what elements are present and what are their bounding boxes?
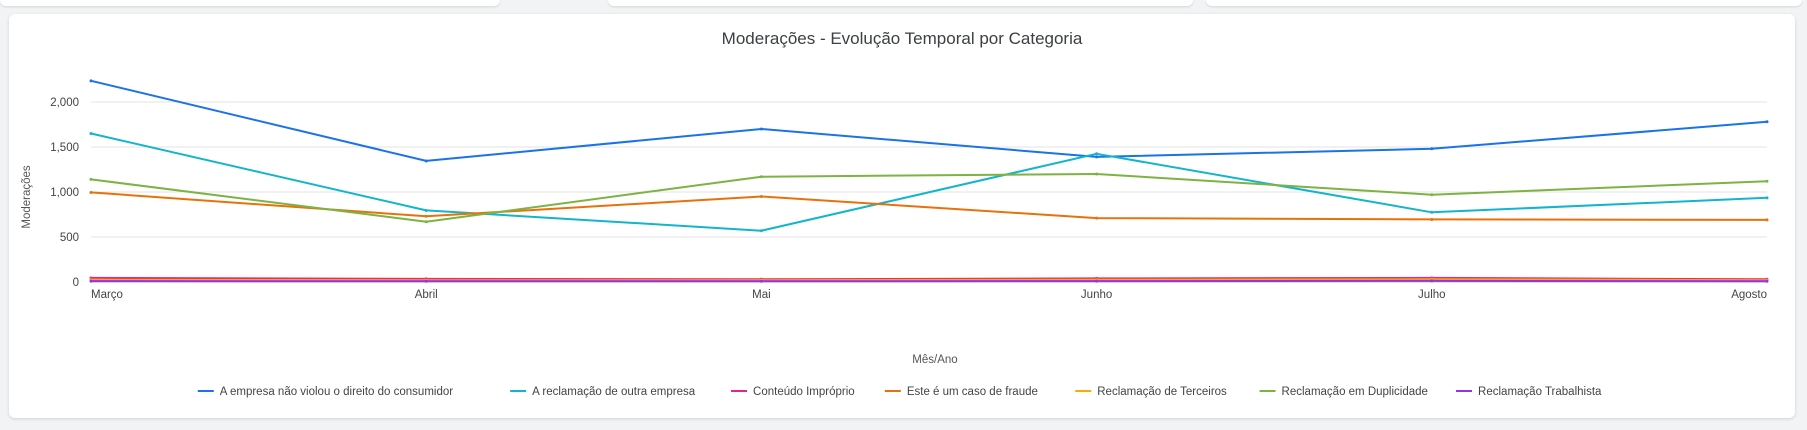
y-tick-label: 1,000: [50, 187, 79, 199]
series-line: [90, 173, 1768, 223]
legend-label: Reclamação de Terceiros: [1097, 386, 1227, 398]
series-layer: [89, 79, 1769, 283]
legend-item[interactable]: Reclamação em Duplicidade: [1259, 386, 1428, 398]
data-point: [89, 279, 93, 283]
data-point: [1095, 155, 1099, 159]
y-axis-label: Moderações: [21, 165, 33, 229]
data-point: [1430, 217, 1434, 221]
data-point: [759, 127, 763, 131]
chart-title: Moderações - Evolução Temporal por Categ…: [722, 29, 1083, 48]
y-tick-label: 0: [73, 277, 79, 289]
data-point: [1765, 179, 1769, 183]
data-point: [1095, 172, 1099, 176]
series-line: [90, 276, 1768, 281]
data-point: [424, 208, 428, 212]
data-point: [759, 229, 763, 233]
data-point: [424, 279, 428, 283]
x-tick-label: Julho: [1418, 289, 1446, 301]
legend-item[interactable]: A reclamação de outra empresa: [510, 386, 696, 398]
legend-item[interactable]: Conteúdo Impróprio: [731, 386, 855, 398]
data-point: [89, 79, 93, 83]
adjacent-panel-right: [1206, 0, 1802, 6]
series-line: [90, 132, 1768, 232]
x-axis: Março Abril Mai Junho Julho Agosto: [91, 289, 1767, 301]
legend: A empresa não violou o direito do consum…: [197, 386, 1602, 398]
x-tick-label: Agosto: [1731, 289, 1767, 301]
y-tick-label: 2,000: [50, 97, 79, 109]
data-point: [1765, 279, 1769, 283]
data-point: [1765, 218, 1769, 222]
data-point: [89, 190, 93, 194]
x-axis-label: Mês/Ano: [912, 354, 957, 366]
data-point: [1095, 279, 1099, 283]
data-point: [1095, 152, 1099, 156]
data-point: [1430, 193, 1434, 197]
line-chart: Moderações - Evolução Temporal por Categ…: [21, 29, 1769, 398]
legend-label: Conteúdo Impróprio: [753, 386, 855, 398]
chart-card: Moderações - Evolução Temporal por Categ…: [9, 14, 1795, 418]
adjacent-panel-middle: [608, 0, 1193, 6]
x-tick-label: Abril: [415, 289, 438, 301]
data-point: [89, 177, 93, 181]
data-point: [1765, 120, 1769, 124]
legend-label: A empresa não violou o direito do consum…: [220, 386, 454, 398]
data-point: [1430, 279, 1434, 283]
x-tick-label: Março: [91, 289, 123, 301]
y-tick-label: 500: [60, 232, 79, 244]
y-tick-label: 1,500: [50, 142, 79, 154]
data-point: [1430, 210, 1434, 214]
data-point: [759, 195, 763, 198]
data-point: [89, 132, 93, 135]
data-point: [1430, 147, 1434, 151]
data-point: [759, 175, 763, 179]
x-tick-label: Mai: [752, 289, 771, 301]
y-axis: 0 500 1,000 1,500 2,000: [50, 97, 79, 289]
legend-label: A reclamação de outra empresa: [532, 386, 696, 398]
legend-item[interactable]: A empresa não violou o direito do consum…: [197, 386, 454, 398]
legend-item[interactable]: Reclamação Trabalhista: [1456, 386, 1602, 398]
series-line: [90, 191, 1768, 221]
legend-label: Este é um caso de fraude: [907, 386, 1038, 398]
data-point: [1765, 196, 1769, 200]
series-line: [90, 79, 1768, 162]
legend-item[interactable]: Reclamação de Terceiros: [1075, 386, 1227, 398]
data-point: [424, 159, 428, 163]
data-point: [424, 220, 428, 224]
data-point: [1095, 216, 1099, 220]
data-point: [424, 214, 428, 218]
adjacent-panel-left: [0, 0, 500, 6]
x-tick-label: Junho: [1081, 289, 1112, 301]
legend-label: Reclamação Trabalhista: [1478, 386, 1602, 398]
legend-item[interactable]: Este é um caso de fraude: [884, 386, 1038, 398]
data-point: [759, 279, 763, 283]
legend-label: Reclamação em Duplicidade: [1282, 386, 1428, 398]
series-line: [90, 278, 1768, 282]
